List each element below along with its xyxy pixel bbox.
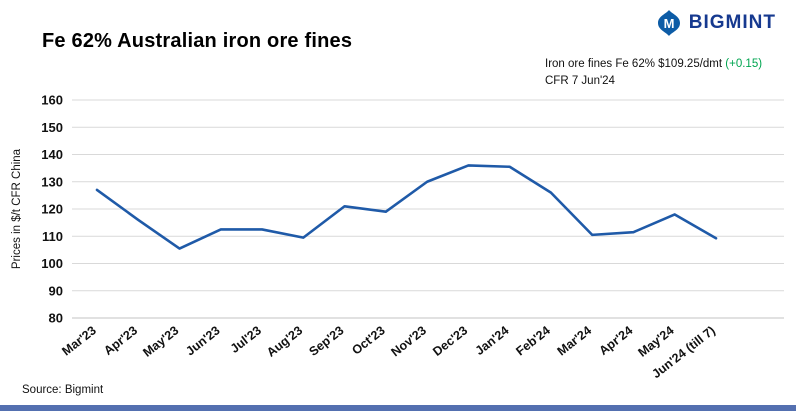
annotation-line1: Iron ore fines Fe 62% $109.25/dmt (545, 58, 726, 70)
y-tick-label: 110 (42, 229, 63, 244)
y-tick-label: 100 (41, 256, 63, 271)
page-title: Fe 62% Australian iron ore fines (42, 30, 353, 52)
price-chart: 80 90 100 110 120 130 140 150 160 Prices in $/t C… (0, 78, 796, 381)
y-tick-label: 90 (49, 283, 63, 298)
x-tick-label: Dec'23 (430, 323, 470, 359)
svg-text:M: M (663, 16, 674, 31)
y-tick-label: 140 (41, 147, 63, 162)
x-tick-label: Apr'23 (101, 323, 140, 358)
y-axis-title: Prices in $/t CFR China (11, 148, 23, 269)
x-tick-label: Feb'24 (513, 323, 552, 358)
y-tick-label: 160 (41, 93, 63, 108)
bottom-accent-bar (0, 405, 796, 411)
annotation-change: (+0.15) (725, 58, 763, 70)
x-tick-label: Nov'23 (388, 323, 429, 359)
y-tick-label: 80 (49, 311, 63, 326)
x-tick-label: Apr'24 (596, 323, 635, 358)
y-tick-label: 130 (41, 174, 63, 189)
x-tick-label: Mar'24 (555, 323, 594, 358)
x-tick-label: Oct'23 (349, 323, 387, 357)
x-tick-label: Jun'23 (183, 323, 222, 358)
x-tick-label: Sep'23 (306, 323, 346, 359)
annotation-line2: CFR 7 Jun'24 (545, 74, 615, 87)
x-tick-label: May'23 (140, 323, 181, 359)
x-tick-label: Aug'23 (264, 323, 305, 359)
price-annotation: Iron ore fines Fe 62% $109.25/dmt (+0.15… (545, 56, 785, 89)
x-tick-label: Jul'23 (228, 323, 264, 356)
price-line-chart-svg: 80 90 100 110 120 130 140 150 160 Prices in $/t C… (11, 93, 784, 381)
source-note: Source: Bigmint (22, 384, 104, 396)
y-tick-label: 120 (41, 202, 63, 217)
bigmint-logo-icon: M (657, 10, 680, 36)
price-series-line (95, 164, 718, 250)
bigmint-logo: M BIGMINT (656, 10, 776, 36)
x-tick-label: Mar'23 (59, 323, 98, 358)
bigmint-logo-text: BIGMINT (688, 12, 776, 33)
y-tick-label: 150 (41, 120, 63, 135)
x-tick-label: Jan'24 (473, 323, 512, 358)
